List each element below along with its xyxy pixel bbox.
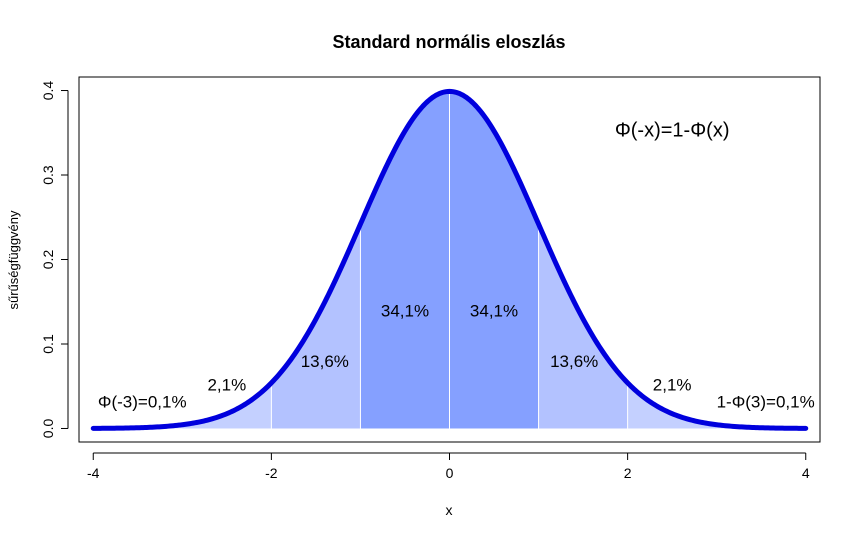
region-percent-label: Φ(-3)=0,1% bbox=[98, 393, 187, 412]
y-axis-label: sűrűségfüggvény bbox=[6, 210, 21, 310]
region-percent-label: 13,6% bbox=[301, 352, 349, 371]
x-tick-label: 2 bbox=[624, 465, 632, 481]
annotations: Φ(-3)=0,1% 2,1% 13,6% 34,1% 34,1% 13,6% 2,1% 1-… bbox=[98, 119, 815, 411]
region-percent-label: 1-Φ(3)=0,1% bbox=[717, 393, 815, 412]
y-tick-label: 0.4 bbox=[40, 81, 56, 101]
x-tick-label: 4 bbox=[802, 465, 810, 481]
region-5 bbox=[449, 91, 539, 429]
region-percent-label: 2,1% bbox=[653, 376, 692, 395]
y-tick-label: 0.2 bbox=[40, 250, 56, 270]
y-tick-label: 0.3 bbox=[40, 165, 56, 185]
region-4 bbox=[360, 91, 450, 429]
region-percent-label: 2,1% bbox=[207, 376, 246, 395]
plot-frame bbox=[78, 76, 821, 443]
x-tick-label: -4 bbox=[87, 465, 100, 481]
region-2 bbox=[182, 382, 272, 429]
x-axis: -4 -2 0 2 4 bbox=[87, 452, 810, 481]
region-percent-label: 34,1% bbox=[381, 301, 429, 320]
density-curve bbox=[90, 88, 809, 431]
region-percent-label: 13,6% bbox=[550, 352, 598, 371]
region-dividers bbox=[270, 91, 629, 429]
x-tick-label: -2 bbox=[265, 465, 278, 481]
region-percent-label: 34,1% bbox=[470, 301, 518, 320]
y-axis: 0.0 0.1 0.2 0.3 0.4 bbox=[40, 81, 69, 439]
region-7 bbox=[627, 382, 717, 429]
density-curve-layer bbox=[90, 88, 809, 431]
y-tick-label: 0.0 bbox=[40, 419, 56, 439]
formula-label: Φ(-x)=1-Φ(x) bbox=[615, 119, 730, 141]
chart-title: Standard normális eloszlás bbox=[332, 32, 565, 52]
x-axis-label: x bbox=[446, 502, 453, 518]
x-tick-label: 0 bbox=[446, 465, 454, 481]
y-tick-label: 0.1 bbox=[40, 334, 56, 354]
